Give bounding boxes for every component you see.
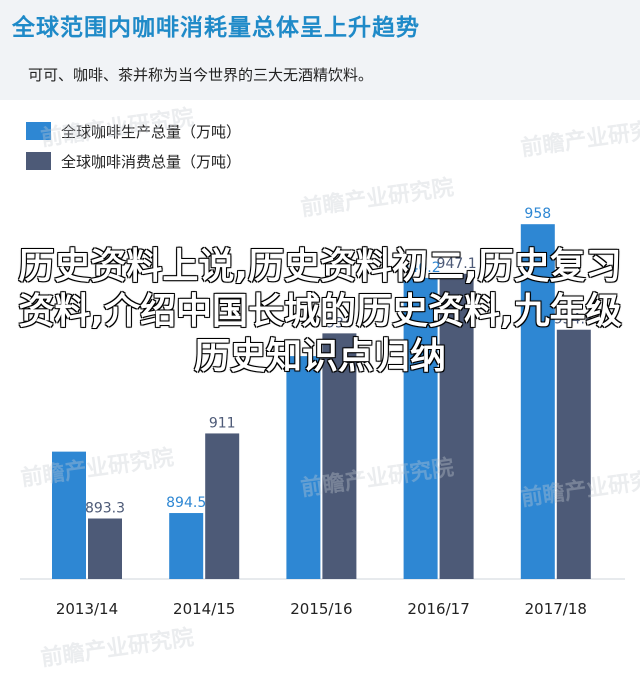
bar-consumption — [205, 433, 240, 579]
data-label-production: 894.5 — [166, 495, 206, 511]
bar-production — [403, 277, 438, 579]
legend: 全球咖啡生产总量（万吨） 全球咖啡消费总量（万吨） — [26, 120, 241, 180]
chart-title: 全球范围内咖啡消耗量总体呈上升趋势 — [12, 15, 420, 41]
chart-header: 全球范围内咖啡消耗量总体呈上升趋势 可可、咖啡、茶并称为当今世界的三大无酒精饮料… — [0, 0, 640, 100]
legend-item-consumption: 全球咖啡消费总量（万吨） — [26, 150, 241, 172]
x-tick-label: 2017/18 — [525, 600, 587, 618]
chart-subtitle: 可可、咖啡、茶并称为当今世界的三大无酒精饮料。 — [28, 66, 374, 84]
overlay-caption: 历史资料上说,历史资料初二,历史复习资料,介绍中国长城的历史资料,九年级历史知识… — [18, 246, 622, 377]
bar-production — [52, 451, 86, 579]
bar-production — [520, 224, 555, 579]
data-label-production: 946.2 — [401, 260, 441, 276]
bar-production — [169, 513, 204, 579]
data-label-consumption: 947.1 — [437, 256, 477, 272]
bar-consumption — [322, 333, 357, 579]
legend-item-production: 全球咖啡生产总量（万吨） — [26, 120, 241, 142]
bar-consumption — [556, 329, 591, 579]
data-label-production: 958 — [524, 206, 551, 222]
legend-swatch-consumption — [26, 152, 51, 170]
legend-swatch-production — [26, 122, 51, 140]
bar-consumption — [88, 518, 122, 579]
x-tick-label: 2013/14 — [56, 600, 118, 618]
data-label-consumption: 911 — [209, 415, 236, 431]
legend-label-consumption: 全球咖啡消费总量（万吨） — [61, 152, 242, 171]
data-label-consumption: 934.8 — [554, 312, 594, 328]
x-tick-label: 2015/16 — [290, 600, 352, 618]
data-label-consumption: 893.3 — [85, 501, 125, 517]
bar-consumption — [439, 273, 474, 579]
x-tick-label: 2016/17 — [407, 600, 469, 618]
x-tick-label: 2014/15 — [173, 600, 235, 618]
legend-label-production: 全球咖啡生产总量（万吨） — [61, 122, 242, 141]
data-label-consumption: 934 — [326, 315, 353, 331]
bar-production — [286, 356, 321, 579]
